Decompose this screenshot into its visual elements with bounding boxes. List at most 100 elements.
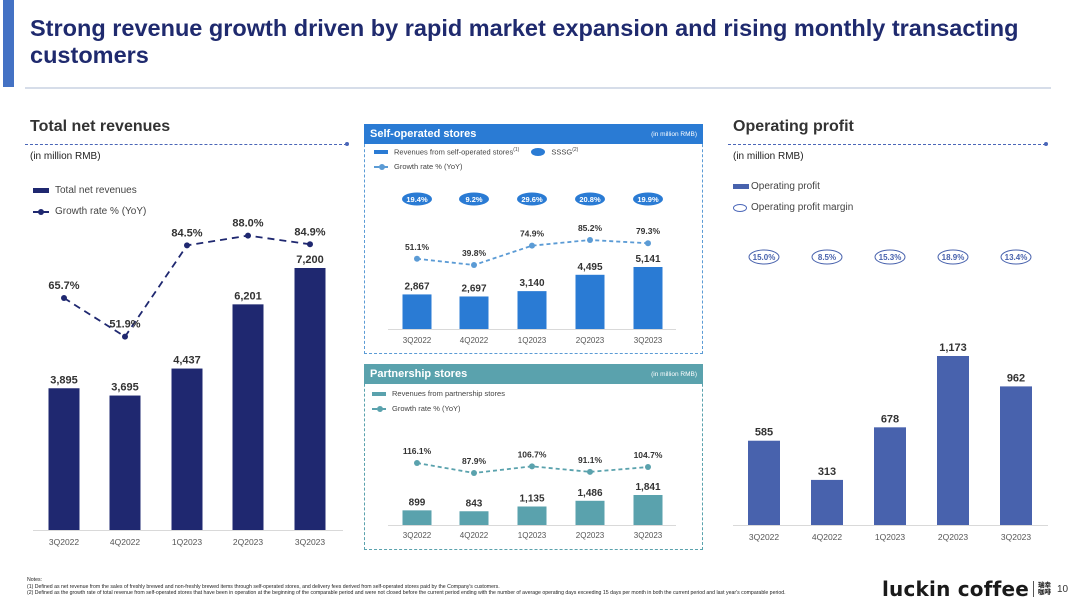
growth-rate-point bbox=[122, 333, 128, 340]
footnote-2: (2) Defined as the growth rate of total … bbox=[27, 590, 786, 597]
footnotes: Notes: (1) Defined as net revenue from t… bbox=[27, 577, 786, 597]
page-number: 10 bbox=[1057, 584, 1069, 595]
legend-oval-swatch bbox=[733, 203, 747, 212]
legend-self-growth: Growth rate % (YoY) bbox=[374, 162, 463, 171]
bar-value-label: 6,201 bbox=[234, 290, 262, 302]
bar bbox=[517, 291, 547, 329]
bar bbox=[402, 294, 432, 329]
bar-value-label: 7,200 bbox=[296, 254, 324, 266]
margin-badge-label: 15.3% bbox=[879, 253, 902, 262]
bar-value-label: 313 bbox=[818, 466, 836, 478]
section-divider bbox=[728, 142, 1048, 146]
sssg-badge bbox=[402, 192, 432, 206]
bar-value-label: 2,867 bbox=[404, 281, 429, 292]
legend-line-swatch bbox=[33, 208, 49, 216]
bar bbox=[517, 506, 547, 525]
growth-rate-point bbox=[414, 255, 420, 262]
legend-label: Revenues from self-operated stores(1) bbox=[394, 147, 519, 157]
bar bbox=[294, 268, 326, 530]
legend-partner-revenues: Revenues from partnership stores bbox=[372, 389, 505, 398]
bar-value-label: 4,495 bbox=[577, 262, 602, 273]
growth-rate-point bbox=[307, 241, 313, 248]
legend-self-revenues: Revenues from self-operated stores(1) SS… bbox=[374, 147, 578, 157]
legend-label: SSSG(2) bbox=[551, 147, 578, 157]
self-operated-title: Self-operated stores bbox=[370, 128, 477, 140]
sssg-badge-label: 20.8% bbox=[579, 195, 601, 204]
margin-badge bbox=[748, 249, 780, 265]
growth-rate-line bbox=[416, 239, 649, 266]
partnership-unit: (in million RMB) bbox=[651, 370, 697, 378]
bar-value-label: 1,135 bbox=[519, 494, 544, 505]
growth-rate-label: 84.9% bbox=[294, 226, 325, 238]
growth-rate-point bbox=[645, 240, 651, 247]
x-tick-label: 2Q2023 bbox=[576, 336, 605, 345]
bar bbox=[575, 274, 605, 329]
legend-operating-profit: Operating profit bbox=[733, 181, 820, 192]
bar bbox=[874, 427, 906, 525]
growth-rate-point bbox=[587, 468, 593, 475]
growth-rate-label: 51.1% bbox=[405, 242, 430, 252]
sssg-badge bbox=[633, 192, 663, 206]
bar bbox=[459, 511, 489, 525]
logo-separator bbox=[1033, 581, 1035, 597]
x-tick-label: 4Q2022 bbox=[460, 531, 489, 540]
x-tick-label: 3Q2022 bbox=[403, 336, 432, 345]
x-tick-label: 4Q2022 bbox=[460, 336, 489, 345]
margin-badge bbox=[1000, 249, 1032, 265]
growth-rate-point bbox=[645, 464, 651, 471]
growth-rate-label: 39.8% bbox=[462, 248, 487, 258]
margin-badge bbox=[937, 249, 969, 265]
bar-value-label: 3,895 bbox=[50, 374, 78, 386]
operating-profit-title: Operating profit bbox=[733, 118, 854, 135]
bar bbox=[633, 267, 663, 329]
bar bbox=[402, 510, 432, 525]
sssg-badge-label: 19.9% bbox=[637, 195, 659, 204]
x-tick-label: 2Q2023 bbox=[576, 531, 605, 540]
margin-badge-label: 13.4% bbox=[1005, 253, 1028, 262]
growth-rate-point bbox=[587, 237, 593, 243]
growth-rate-line bbox=[63, 234, 311, 338]
legend-bar-swatch bbox=[372, 391, 386, 396]
bar bbox=[109, 395, 141, 530]
bar-value-label: 962 bbox=[1007, 372, 1025, 384]
x-tick-label: 1Q2023 bbox=[172, 537, 203, 547]
legend-bar-swatch bbox=[374, 149, 388, 154]
footnote-1: (1) Defined as net revenue from the sale… bbox=[27, 583, 500, 590]
growth-rate-label: 116.1% bbox=[403, 446, 432, 456]
x-tick-label: 2Q2023 bbox=[938, 532, 969, 542]
growth-rate-label: 84.5% bbox=[171, 227, 202, 239]
footnote-marker: (2) bbox=[572, 147, 579, 153]
bar bbox=[232, 304, 264, 530]
sssg-badge-label: 9.2% bbox=[465, 195, 482, 204]
growth-rate-point bbox=[529, 242, 535, 249]
legend-bar-swatch bbox=[33, 188, 49, 193]
bar bbox=[1000, 386, 1032, 525]
growth-rate-point bbox=[414, 460, 420, 466]
operating-profit-unit: (in million RMB) bbox=[733, 151, 804, 162]
legend-bar-swatch bbox=[733, 184, 749, 189]
notes-label: Notes: bbox=[27, 577, 42, 583]
growth-rate-label: 74.9% bbox=[520, 229, 545, 239]
bar bbox=[171, 368, 203, 530]
logo-chinese-line1: 瑞幸 bbox=[1038, 581, 1052, 589]
x-tick-label: 3Q2023 bbox=[634, 531, 663, 540]
bar-value-label: 5,141 bbox=[635, 254, 660, 265]
growth-rate-point bbox=[529, 463, 535, 470]
x-tick-label: 3Q2022 bbox=[749, 532, 780, 542]
growth-rate-label: 79.3% bbox=[636, 226, 661, 236]
margin-badge-label: 18.9% bbox=[942, 253, 965, 262]
legend-label: Operating profit bbox=[751, 181, 820, 192]
bar-value-label: 678 bbox=[881, 413, 899, 425]
margin-badge bbox=[811, 249, 843, 265]
footnote-marker: (1) bbox=[513, 147, 520, 153]
growth-rate-label: 106.7% bbox=[518, 449, 547, 459]
x-tick-label: 1Q2023 bbox=[518, 531, 547, 540]
total-revenues-unit: (in million RMB) bbox=[30, 151, 101, 162]
growth-rate-label: 65.7% bbox=[48, 280, 79, 292]
growth-rate-label: 88.0% bbox=[232, 218, 263, 230]
bar-value-label: 899 bbox=[409, 497, 426, 508]
bar-value-label: 585 bbox=[755, 427, 773, 439]
self-operated-unit: (in million RMB) bbox=[651, 130, 697, 138]
self-operated-panel: Self-operated stores (in million RMB) bbox=[364, 124, 703, 354]
legend-label: Total net revenues bbox=[55, 185, 137, 196]
